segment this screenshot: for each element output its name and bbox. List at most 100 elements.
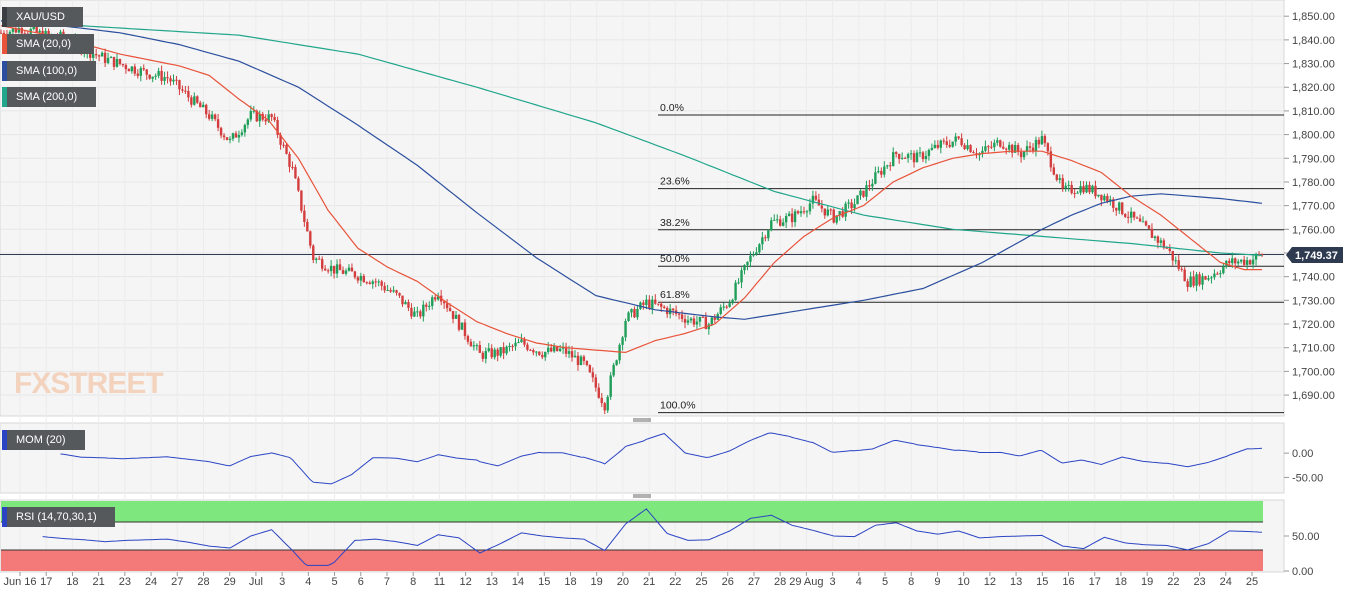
candle-body [422, 304, 425, 317]
candle-body [582, 356, 586, 361]
candle-body [475, 345, 479, 347]
panel-resize-handle[interactable] [633, 494, 651, 498]
candle-body [252, 110, 255, 112]
candle-body [948, 144, 951, 147]
fib-label: 23.6% [660, 176, 690, 188]
candle-body [547, 347, 550, 352]
candle-body [1245, 260, 1249, 265]
panel-resize-handle[interactable] [633, 418, 651, 422]
candle-body [790, 213, 794, 223]
candle-body [683, 319, 687, 323]
candle-body [770, 220, 773, 231]
candle-body [627, 312, 630, 321]
y-tick-label: -50.00 [1292, 472, 1323, 484]
candle-body [1040, 136, 1044, 145]
candle-body [805, 211, 809, 213]
candle-body [1013, 145, 1017, 153]
candle-body [808, 203, 812, 212]
candle-body [106, 57, 110, 63]
candle-body [633, 308, 636, 318]
candle-body [1186, 281, 1189, 287]
x-tick-label: 18 [66, 576, 78, 588]
sma200-tag[interactable]: SMA (200,0) [2, 87, 96, 107]
candle-body [386, 289, 389, 291]
candle-body [1103, 195, 1106, 201]
candle-body [1192, 276, 1195, 286]
sma100-tag[interactable]: SMA (100,0) [2, 61, 96, 81]
rsi-tag[interactable]: RSI (14,70,30,1) [2, 507, 115, 527]
y-tick-label: 1,780.00 [1292, 177, 1335, 189]
candle-body [567, 351, 571, 354]
candle-body [1201, 276, 1204, 285]
mom-tag[interactable]: MOM (20) [2, 430, 85, 450]
candle-body [532, 350, 535, 353]
symbol-label: XAU/USD [16, 11, 65, 23]
x-tick-label: 5 [882, 576, 888, 588]
candle-body [199, 102, 202, 108]
candle-body [1118, 202, 1121, 211]
candle-body [23, 33, 26, 35]
symbol-tag[interactable]: XAU/USD [2, 7, 83, 27]
candle-body [294, 167, 297, 179]
candle-body [344, 270, 348, 274]
candle-body [1168, 248, 1172, 251]
candle-body [853, 204, 856, 209]
candle-body [1165, 247, 1169, 249]
x-tick-label: 14 [512, 576, 524, 588]
x-tick-label: 27 [171, 576, 183, 588]
mom-label: MOM (20) [16, 434, 66, 446]
candle-body [996, 140, 999, 143]
candle-body [389, 289, 392, 292]
candle-body [1121, 202, 1124, 215]
candle-body [231, 133, 235, 139]
x-axis: Jun 16 17 18 21 23 24 27 28 29 Jul 3 4 5 6 7 8 11 12 13 14 1… [3, 572, 1258, 588]
candle-body [267, 114, 270, 122]
candle-body [91, 54, 95, 58]
y-tick-label: 1,850.00 [1292, 11, 1335, 23]
candle-body [184, 90, 187, 92]
candle-body [205, 104, 208, 115]
candle-body [514, 342, 517, 347]
candle-body [297, 178, 300, 191]
rsi-overbought-zone [1, 501, 1263, 522]
candle-body [469, 341, 473, 347]
candle-body [1088, 184, 1091, 193]
y-tick-label: 1,810.00 [1292, 106, 1335, 118]
candle-body [273, 117, 276, 120]
candle-body [1002, 146, 1005, 149]
candle-body [671, 308, 675, 311]
sma20-tag[interactable]: SMA (20,0) [2, 34, 94, 54]
candle-body [1204, 276, 1207, 280]
candle-body [1159, 240, 1163, 243]
candle-body [597, 387, 600, 398]
candle-body [1106, 195, 1109, 202]
candle-body [897, 153, 901, 159]
candle-body [558, 348, 562, 351]
candle-body [802, 211, 806, 213]
candle-body [1138, 218, 1142, 222]
candle-body [942, 140, 945, 142]
candle-body [981, 150, 984, 154]
candle-body [856, 195, 859, 205]
candle-body [657, 303, 660, 305]
candle-body [1008, 144, 1011, 150]
candle-body [377, 281, 380, 283]
x-tick-label: 29 [224, 576, 236, 588]
candle-body [725, 306, 728, 308]
candle-body [927, 149, 931, 157]
x-tick-label: 13 [486, 576, 498, 588]
x-tick-label: 18 [1115, 576, 1127, 588]
candle-body [793, 211, 797, 223]
candle-body [1073, 193, 1076, 195]
y-tick-label: 1,820.00 [1292, 82, 1335, 94]
candle-body [677, 313, 681, 315]
candle-body [1260, 254, 1264, 256]
candle-body [1094, 185, 1097, 197]
candle-body [829, 209, 832, 211]
candle-body [282, 144, 285, 146]
candle-body [460, 322, 464, 330]
candle-body [609, 375, 612, 397]
candle-body [300, 190, 303, 211]
candle-body [154, 75, 157, 77]
